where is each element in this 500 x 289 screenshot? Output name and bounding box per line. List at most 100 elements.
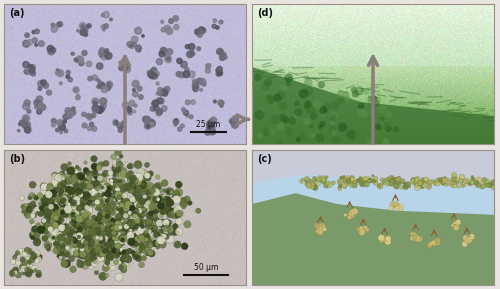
Circle shape [144,198,150,204]
Circle shape [54,218,62,225]
Circle shape [84,202,90,209]
Circle shape [46,233,51,238]
Circle shape [317,229,323,235]
Circle shape [97,184,102,189]
Circle shape [200,28,203,31]
Circle shape [127,231,134,239]
Circle shape [105,49,108,53]
Circle shape [320,178,326,184]
Circle shape [34,268,37,272]
Circle shape [366,138,374,145]
Circle shape [156,236,164,243]
Circle shape [430,241,434,244]
Circle shape [70,247,78,255]
Circle shape [12,255,17,260]
Circle shape [69,230,73,234]
Circle shape [122,236,128,242]
Circle shape [48,193,56,201]
Circle shape [119,187,123,191]
Circle shape [28,192,35,199]
Circle shape [220,105,223,107]
Circle shape [114,149,121,155]
Circle shape [104,24,108,28]
Circle shape [278,114,286,121]
Circle shape [388,206,394,211]
Circle shape [114,260,118,265]
Circle shape [36,273,40,277]
Circle shape [451,184,455,188]
Circle shape [369,111,374,115]
Circle shape [70,247,78,255]
Circle shape [336,97,344,105]
Circle shape [76,239,81,244]
Circle shape [134,193,139,197]
Circle shape [63,234,68,239]
Circle shape [415,176,420,182]
Circle shape [386,180,390,185]
Circle shape [192,83,198,89]
Circle shape [178,127,182,131]
Circle shape [65,173,71,179]
Circle shape [76,203,83,211]
Circle shape [432,241,436,244]
Circle shape [95,186,100,191]
Circle shape [144,249,151,256]
Circle shape [77,176,84,182]
Circle shape [40,198,44,202]
Circle shape [487,182,493,188]
Circle shape [122,64,128,70]
Circle shape [130,238,137,246]
Circle shape [172,223,178,229]
Circle shape [140,245,145,250]
Circle shape [90,249,98,256]
Circle shape [116,204,121,210]
Circle shape [136,222,140,226]
Circle shape [481,181,484,184]
Circle shape [45,223,51,229]
Circle shape [350,214,354,218]
Circle shape [119,236,124,241]
Circle shape [44,215,51,221]
Circle shape [90,155,98,162]
Circle shape [72,238,77,243]
Circle shape [86,173,90,177]
Circle shape [47,45,54,52]
Circle shape [351,87,358,93]
Circle shape [52,235,56,238]
Circle shape [74,201,79,205]
Circle shape [98,162,104,167]
Circle shape [144,228,152,235]
Circle shape [492,184,498,190]
Circle shape [92,169,98,175]
Circle shape [78,248,85,256]
Circle shape [163,219,170,226]
Circle shape [40,104,46,110]
Circle shape [358,229,366,236]
Circle shape [148,120,156,127]
Circle shape [166,57,170,60]
Circle shape [184,110,188,115]
Circle shape [390,201,395,207]
Circle shape [75,191,80,197]
Circle shape [96,175,103,182]
Circle shape [262,128,270,136]
Circle shape [78,179,85,186]
Circle shape [56,222,60,226]
Circle shape [91,223,94,227]
Circle shape [139,205,147,214]
Circle shape [184,221,191,228]
Circle shape [54,215,59,221]
Circle shape [162,199,166,203]
Circle shape [288,117,296,125]
Circle shape [386,177,390,181]
Circle shape [70,173,78,181]
Circle shape [154,194,158,198]
Circle shape [156,236,164,244]
Circle shape [83,204,88,209]
Circle shape [190,100,196,104]
Circle shape [216,26,219,29]
Circle shape [360,110,368,118]
Circle shape [57,234,63,240]
Circle shape [210,117,216,123]
Circle shape [150,225,154,230]
